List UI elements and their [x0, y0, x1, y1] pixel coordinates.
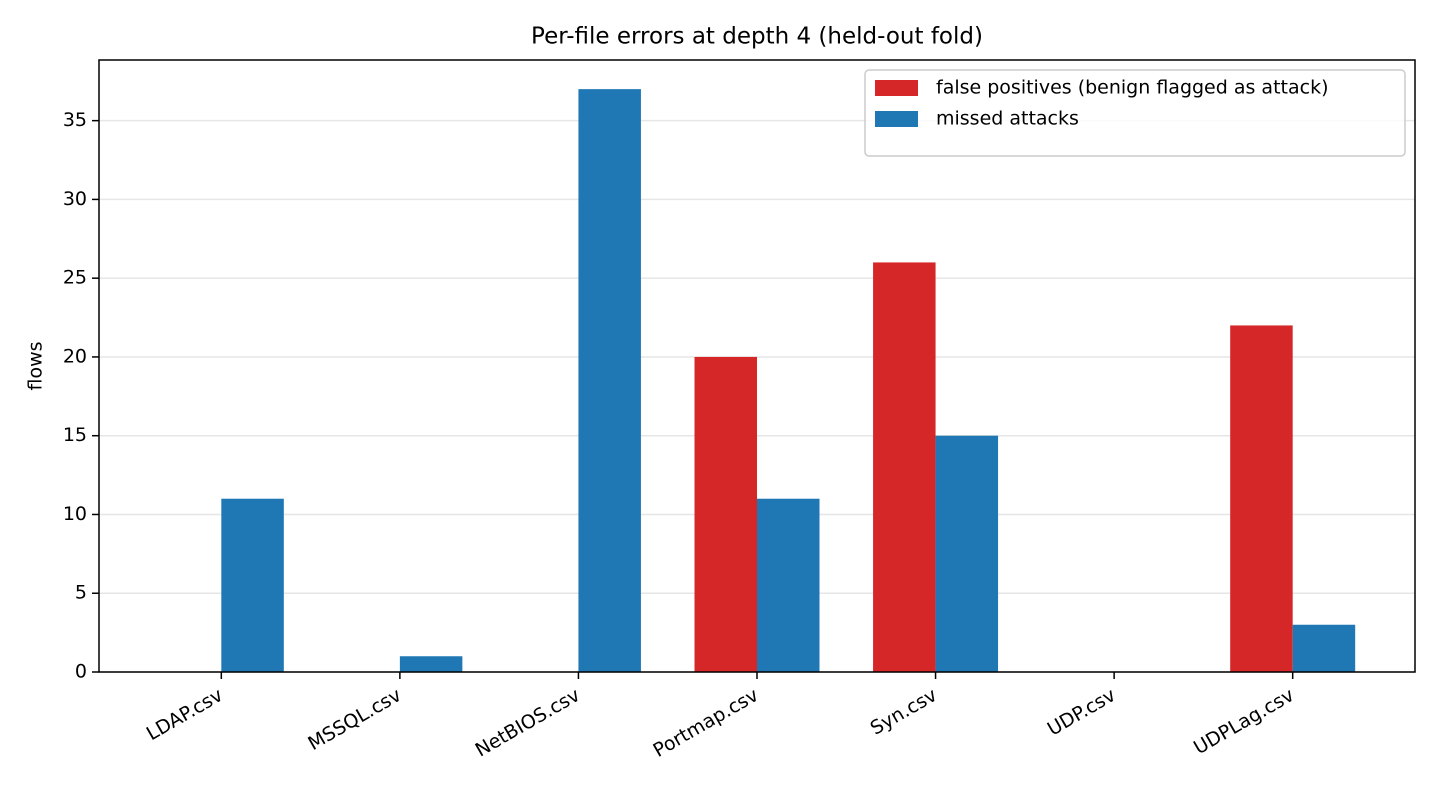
legend-label: false positives (benign flagged as attac… [936, 77, 1328, 99]
y-tick-label: 35 [63, 109, 87, 131]
y-axis-label: flows [25, 341, 47, 390]
chart-title: Per-file errors at depth 4 (held-out fol… [531, 24, 983, 50]
bar [873, 262, 936, 672]
legend-label: missed attacks [936, 108, 1079, 130]
bar [1230, 325, 1293, 672]
y-tick-label: 5 [75, 582, 87, 604]
legend: false positives (benign flagged as attac… [864, 69, 1406, 157]
legend-swatch [875, 111, 918, 127]
bar [578, 89, 641, 672]
bar [399, 656, 463, 672]
bar [221, 498, 284, 672]
bar [757, 498, 820, 672]
y-tick-label: 25 [63, 267, 87, 289]
y-tick-label: 15 [63, 424, 87, 446]
y-tick-label: 30 [63, 188, 87, 210]
plot-frame [98, 59, 1416, 673]
bar [935, 435, 999, 672]
legend-box [864, 69, 1406, 157]
y-tick-label: 0 [75, 661, 87, 683]
legend-swatch [875, 80, 918, 96]
y-tick-label: 20 [63, 345, 87, 367]
y-tick-label: 10 [63, 503, 87, 525]
bar [1292, 624, 1356, 672]
bar [694, 356, 757, 672]
